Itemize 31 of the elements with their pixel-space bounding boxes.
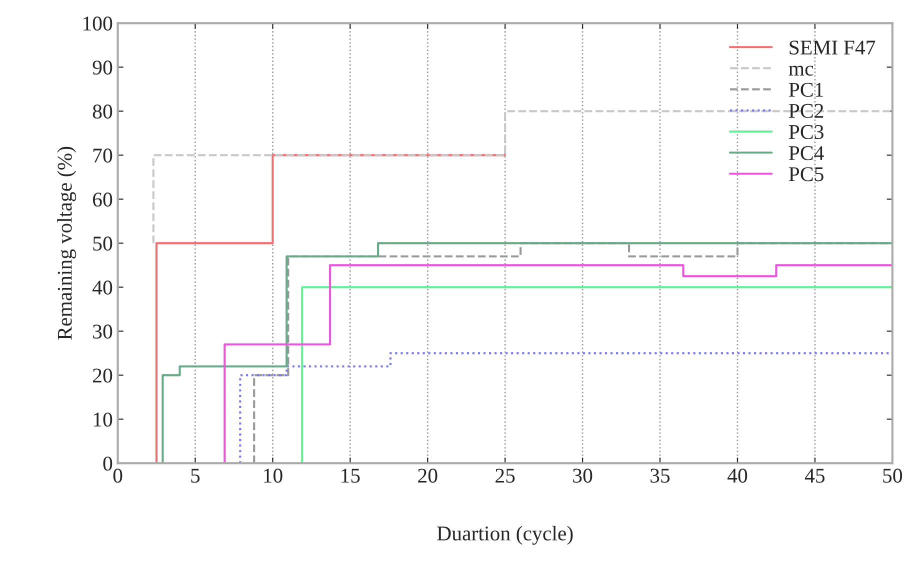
x-tick-label: 20 [418,468,438,483]
y-tick-label: 100 [84,16,112,31]
x-tick-label: 50 [883,468,902,483]
legend-label: SEMI F47 [790,40,876,55]
x-tick-label: 25 [496,468,515,483]
y-tick-label: 30 [93,324,112,339]
y-axis-title: Remaining voltage (%) [57,146,76,340]
x-tick-label: 45 [804,468,825,483]
y-tick-label: 40 [92,280,112,295]
x-axis-title: Duartion (cycle) [437,526,573,545]
y-tick-label: 20 [93,368,112,383]
x-tick-label: 15 [342,468,360,483]
x-tick-label: 35 [650,468,670,483]
y-tick-label: 80 [92,104,112,119]
legend-label: PC3 [788,125,824,140]
y-tick-label: 50 [93,236,112,251]
y-tick-label: 70 [93,148,112,163]
x-tick-label: 10 [264,468,282,483]
legend-label: PC2 [788,104,824,118]
legend-label: mc [788,66,814,76]
x-tick-label: 0 [113,468,122,483]
y-tick-label: 0 [103,456,112,471]
y-tick-label: 10 [94,412,112,427]
legend-label: PC5 [788,167,824,182]
x-tick-label: 40 [727,468,748,483]
y-tick-label: 60 [92,192,112,207]
x-tick-label: 30 [573,468,592,483]
legend-label: PC4 [788,146,824,160]
legend-label: PC1 [788,82,823,97]
y-tick-label: 90 [92,60,112,75]
x-tick-label: 5 [191,468,200,483]
